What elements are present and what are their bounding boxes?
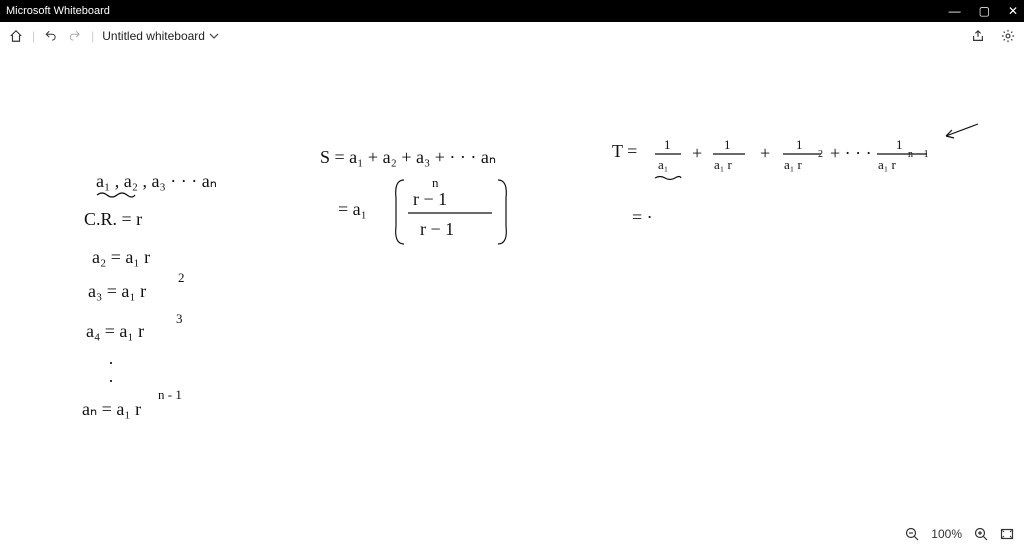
maximize-button[interactable]: ▢ xyxy=(979,5,990,17)
settings-gear-icon[interactable] xyxy=(1000,28,1016,44)
document-title-text: Untitled whiteboard xyxy=(102,29,205,43)
ink-t-eq2: = · xyxy=(632,208,653,226)
ink-a2: a₂ = a₁ r xyxy=(92,248,150,266)
ink-cr: C.R. = r xyxy=(84,210,142,228)
ink-num-1: 1 xyxy=(896,138,903,151)
redo-icon[interactable] xyxy=(67,28,83,44)
fit-screen-icon[interactable] xyxy=(1000,527,1014,541)
home-icon[interactable] xyxy=(8,28,24,44)
ink-fracbar xyxy=(654,152,682,156)
undo-icon[interactable] xyxy=(43,28,59,44)
zoom-out-icon[interactable] xyxy=(905,527,919,541)
window-controls: — ▢ ✕ xyxy=(949,5,1018,17)
separator: | xyxy=(91,29,94,43)
ink-bracket-right xyxy=(494,178,510,246)
ink-t-d1: a₁ xyxy=(658,158,668,171)
app-name: Microsoft Whiteboard xyxy=(6,5,110,17)
ink-frac-top: r − 1 xyxy=(413,190,447,208)
ink-t-d3: a₁ r xyxy=(784,158,802,171)
ink-fracbar xyxy=(782,152,822,156)
zoom-in-icon[interactable] xyxy=(974,527,988,541)
separator: | xyxy=(32,29,35,43)
ink-arrow xyxy=(940,122,980,142)
ink-num-1: 1 xyxy=(664,138,671,151)
whiteboard-canvas[interactable]: a₁ , a₂ , a₃ · · · aₙ C.R. = r a₂ = a₁ r… xyxy=(0,50,1024,522)
ink-plus: + xyxy=(760,144,770,162)
ink-t-label: T = xyxy=(612,142,637,160)
ink-s-line: S = a₁ + a₂ + a₃ + · · · aₙ xyxy=(320,148,496,166)
share-icon[interactable] xyxy=(970,28,986,44)
ink-an-exp: n - 1 xyxy=(158,388,182,401)
zoom-bar: 100% xyxy=(0,522,1024,546)
ink-a4: a₄ = a₁ r xyxy=(86,322,144,340)
ink-fracbar xyxy=(712,152,746,156)
ink-dot: · xyxy=(108,354,114,372)
ink-underline xyxy=(654,174,682,182)
toolbar: | | Untitled whiteboard xyxy=(0,22,1024,50)
window-titlebar: Microsoft Whiteboard — ▢ ✕ xyxy=(0,0,1024,22)
ink-sequence: a₁ , a₂ , a₃ · · · aₙ xyxy=(96,172,217,190)
close-button[interactable]: ✕ xyxy=(1008,5,1018,17)
ink-frac-top-exp: n xyxy=(432,176,439,189)
ink-a3-exp: 2 xyxy=(178,271,185,284)
zoom-level: 100% xyxy=(931,527,962,541)
chevron-down-icon xyxy=(209,31,219,41)
ink-t-d4-exp: n − 1 xyxy=(908,150,929,160)
document-title[interactable]: Untitled whiteboard xyxy=(102,29,219,43)
ink-num-1: 1 xyxy=(724,138,731,151)
ink-a4-exp: 3 xyxy=(176,312,183,325)
ink-t-d4: a₁ r xyxy=(878,158,896,171)
ink-t-d3-exp: 2 xyxy=(818,150,823,160)
ink-dot: · xyxy=(108,372,114,390)
ink-underline xyxy=(96,190,136,200)
ink-an: aₙ = a₁ r xyxy=(82,400,141,418)
ink-s-eq: = a₁ xyxy=(338,200,367,218)
ink-t-d2: a₁ r xyxy=(714,158,732,171)
ink-frac-bar xyxy=(406,210,494,216)
ink-plus: + xyxy=(692,144,702,162)
ink-frac-bot: r − 1 xyxy=(420,220,454,238)
ink-a3: a₃ = a₁ r xyxy=(88,282,146,300)
ink-plus-dots: + · · · xyxy=(830,144,872,162)
minimize-button[interactable]: — xyxy=(949,5,961,17)
ink-num-1: 1 xyxy=(796,138,803,151)
